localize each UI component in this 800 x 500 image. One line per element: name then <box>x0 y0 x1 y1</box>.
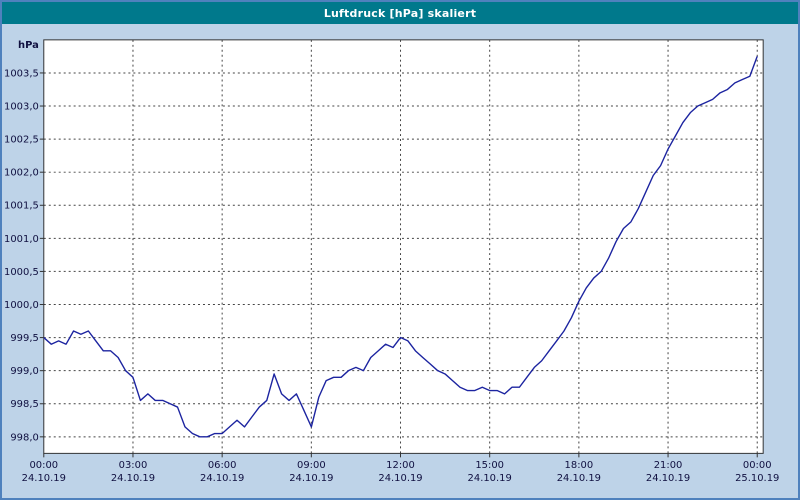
window-title-bar: Luftdruck [hPa] skaliert <box>2 2 798 24</box>
plot-border <box>43 39 764 454</box>
x-tick-time-label: 03:00 <box>119 460 148 471</box>
x-tick-date-label: 24.10.19 <box>289 473 333 484</box>
y-tick-label: 1002,0 <box>4 168 39 179</box>
x-tick-time-label: 21:00 <box>654 460 683 471</box>
pressure-line-chart: hPa 998,0 998,5 999,0 999,5 1000,0 1000,5 1001… <box>4 39 779 484</box>
x-tick-time-label: 12:00 <box>386 460 415 471</box>
x-tick-date-label: 24.10.19 <box>378 473 422 484</box>
x-tick-time-label: 00:00 <box>29 460 58 471</box>
y-tick-label: 999,0 <box>10 366 38 377</box>
y-tick-label: 1003,5 <box>4 68 39 79</box>
x-tick-time-label: 00:00 <box>743 460 772 471</box>
x-tick-time-label: 15:00 <box>475 460 504 471</box>
y-tick-label: 1000,0 <box>4 300 39 311</box>
x-tick-date-label: 24.10.19 <box>200 473 244 484</box>
y-tick-label: 1003,0 <box>4 102 39 113</box>
x-tick-date-label: 24.10.19 <box>111 473 155 484</box>
y-axis-unit-label: hPa <box>18 40 39 51</box>
x-tick-date-label: 24.10.19 <box>557 473 601 484</box>
x-tick-date-label: 24.10.19 <box>646 473 690 484</box>
x-tick-date-label: 24.10.19 <box>468 473 512 484</box>
pressure-line <box>43 56 758 438</box>
y-tick-label: 1001,5 <box>4 201 39 212</box>
x-tick-time-label: 09:00 <box>297 460 326 471</box>
x-tick-time-label: 18:00 <box>565 460 594 471</box>
y-tick-label: 1002,5 <box>4 135 39 146</box>
y-tick-label: 998,0 <box>10 432 38 443</box>
window-title: Luftdruck [hPa] skaliert <box>323 6 477 20</box>
y-tick-label: 1001,0 <box>4 234 39 245</box>
x-tick-time-label: 06:00 <box>208 460 237 471</box>
y-tick-label: 998,5 <box>10 399 38 410</box>
y-tick-label: 1000,5 <box>4 267 39 278</box>
x-tick-date-label: 25.10.19 <box>735 473 779 484</box>
y-tick-label: 999,5 <box>10 333 38 344</box>
x-tick-date-label: 24.10.19 <box>22 473 66 484</box>
plot-background <box>43 39 764 454</box>
